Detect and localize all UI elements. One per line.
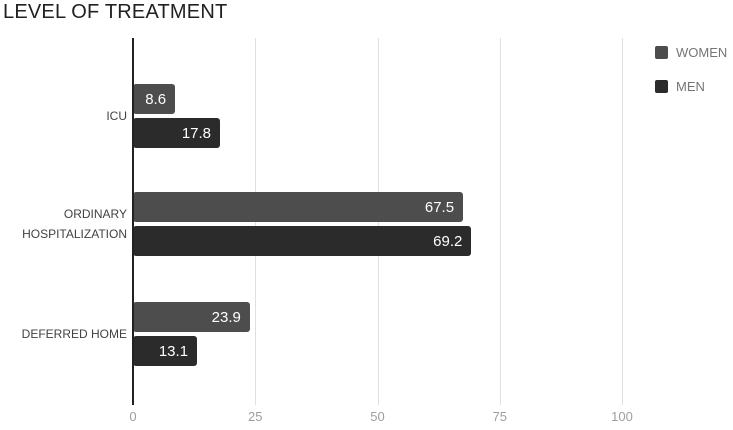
bar-men-1: 69.2 <box>133 226 472 256</box>
bar-women-0: 8.6 <box>133 84 176 114</box>
value-label: 23.9 <box>211 308 241 326</box>
x-tick-label: 75 <box>492 409 507 424</box>
value-label: 69.2 <box>433 232 463 250</box>
category-axis: ICU ORDINARY HOSPITALIZATION DEFERRED HOME <box>0 38 127 405</box>
value-label: 8.6 <box>145 90 167 108</box>
category-label-0: ICU <box>106 109 127 123</box>
value-label: 13.1 <box>158 342 189 360</box>
category-label-2: DEFERRED HOME <box>21 327 127 341</box>
x-tick-label: 50 <box>370 409 385 424</box>
gridline <box>622 38 623 405</box>
x-tick-label: 100 <box>611 409 633 424</box>
legend-swatch-icon <box>655 80 668 93</box>
bar-women-2: 23.9 <box>133 302 250 332</box>
axis-zero-line <box>132 38 134 405</box>
value-label: 67.5 <box>424 198 455 216</box>
legend-label: MEN <box>676 79 705 94</box>
legend-label: WOMEN <box>676 45 728 60</box>
plot-area: 8.6 17.8 67.5 69.2 23.9 13.1 <box>132 38 623 405</box>
legend: WOMEN MEN <box>655 45 727 94</box>
value-label: 17.8 <box>181 124 212 142</box>
bar-men-0: 17.8 <box>133 118 221 148</box>
chart-title: LEVEL OF TREATMENT <box>3 1 228 23</box>
legend-item-men: MEN <box>655 79 727 94</box>
x-tick-label: 0 <box>129 409 137 424</box>
category-label-1: ORDINARY HOSPITALIZATION <box>22 207 127 241</box>
x-tick-label: 25 <box>248 409 263 424</box>
legend-item-women: WOMEN <box>655 45 727 60</box>
bar-women-1: 67.5 <box>133 192 464 222</box>
gridline <box>499 38 501 405</box>
x-axis: 0 25 50 75 100 <box>129 409 632 429</box>
bar-men-2: 13.1 <box>133 336 198 366</box>
legend-swatch-icon <box>655 46 668 59</box>
